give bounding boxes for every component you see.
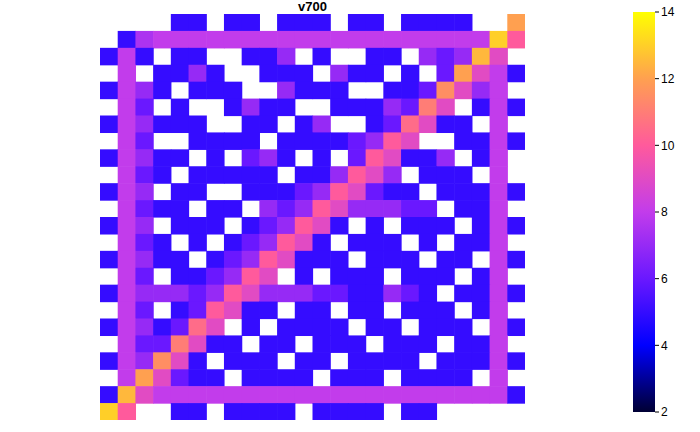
svg-text:6: 6	[661, 272, 668, 286]
svg-text:10: 10	[661, 139, 675, 153]
svg-text:12: 12	[661, 72, 675, 86]
svg-text:4: 4	[661, 339, 668, 353]
svg-text:14: 14	[661, 5, 675, 19]
svg-text:2: 2	[661, 405, 668, 419]
html-text:v700: v700	[298, 0, 327, 14]
svg-text:8: 8	[661, 205, 668, 219]
